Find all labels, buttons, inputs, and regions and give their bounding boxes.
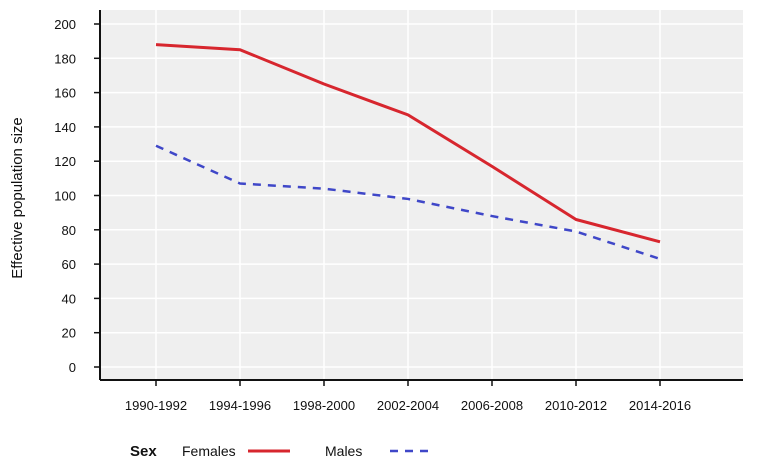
legend-label-females: Females xyxy=(182,443,236,459)
y-tick-label: 0 xyxy=(69,360,76,375)
y-tick-label: 160 xyxy=(54,86,76,101)
legend: Sex Females Males xyxy=(130,443,432,460)
legend-title: Sex xyxy=(130,443,157,460)
x-tick-label: 2002-2004 xyxy=(377,398,439,413)
series-lines xyxy=(155,43,661,261)
y-tick-label: 200 xyxy=(54,17,76,32)
y-tick-label: 120 xyxy=(54,154,76,169)
x-tick-label: 1998-2000 xyxy=(293,398,355,413)
y-tick-label: 80 xyxy=(62,223,76,238)
axis-ticks: 0 20 40 60 80 100 120 140 160 180 200 1990-1992 1994… xyxy=(54,17,691,413)
x-tick-label: 2010-2012 xyxy=(545,398,607,413)
legend-label-males: Males xyxy=(325,443,362,459)
y-tick-label: 40 xyxy=(62,291,76,306)
y-tick-label: 20 xyxy=(62,326,76,341)
y-tick-label: 100 xyxy=(54,189,76,204)
x-tick-label: 1994-1996 xyxy=(209,398,271,413)
grid-lines xyxy=(100,10,743,380)
y-tick-label: 140 xyxy=(54,120,76,135)
x-tick-label: 1990-1992 xyxy=(125,398,187,413)
y-tick-label: 180 xyxy=(54,51,76,66)
series-line-males xyxy=(155,144,661,261)
x-tick-label: 2006-2008 xyxy=(461,398,523,413)
x-tick-label: 2014-2016 xyxy=(629,398,691,413)
y-axis-title: Effective population size xyxy=(9,117,26,279)
series-line-females xyxy=(155,43,661,244)
y-tick-label: 60 xyxy=(62,257,76,272)
